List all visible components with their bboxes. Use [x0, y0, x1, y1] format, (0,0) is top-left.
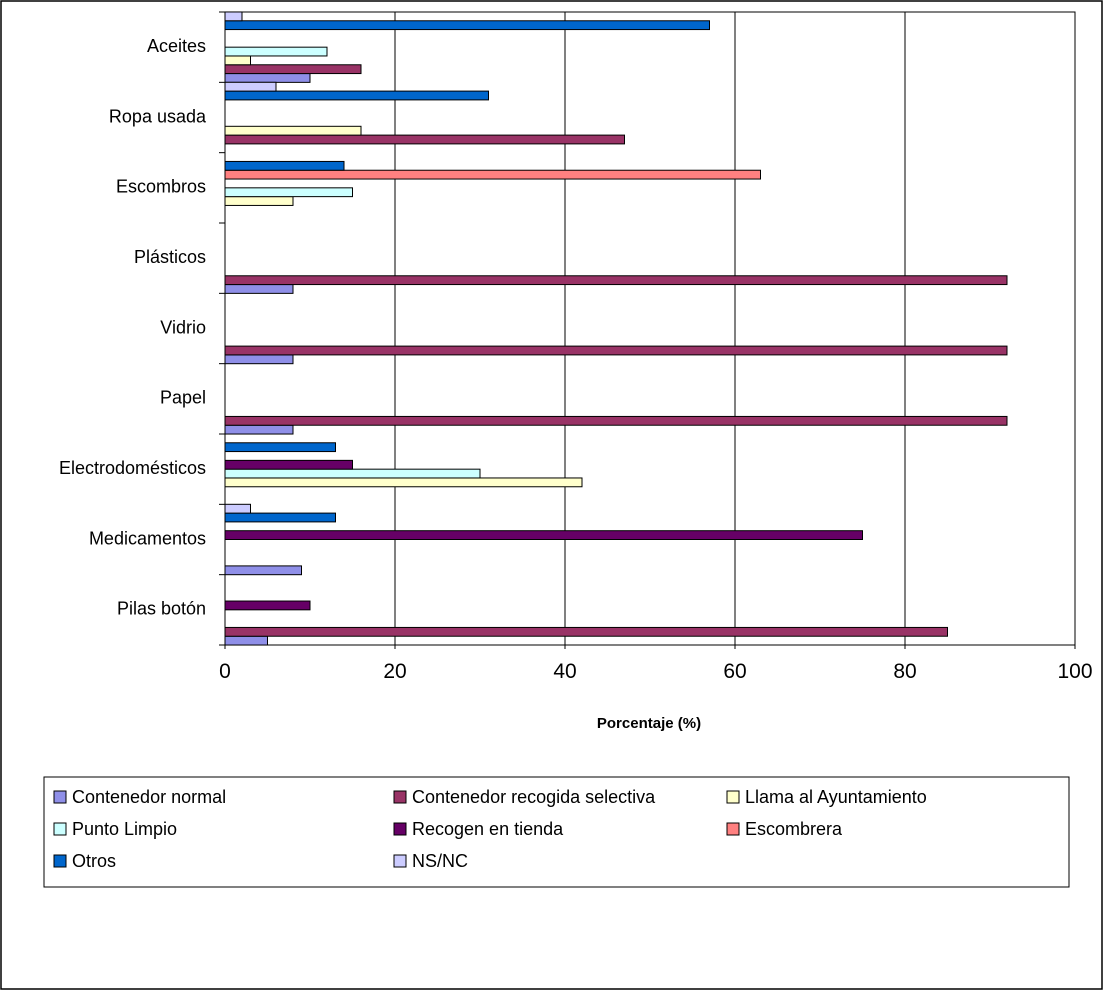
category-label: Aceites	[147, 36, 206, 56]
bar	[224, 468, 481, 479]
bar	[224, 415, 1008, 426]
x-tick-label: 0	[219, 660, 231, 683]
bar	[224, 11, 243, 22]
bar	[224, 160, 345, 171]
category-label: Papel	[160, 388, 206, 408]
legend-label: Otros	[72, 851, 116, 871]
category-label: Plásticos	[134, 247, 206, 267]
x-tick-label: 40	[553, 660, 576, 683]
bar	[224, 134, 625, 145]
y-axis: Aceites Ropa usada Escombros Plásticos Vidri…	[59, 11, 225, 646]
bar	[224, 565, 302, 576]
bar	[224, 275, 1008, 286]
legend: Contenedor normal Contenedor recogida sel…	[43, 776, 1070, 888]
bar	[224, 90, 489, 101]
x-tick-label: 100	[1057, 660, 1092, 683]
x-tick-label: 20	[383, 660, 406, 683]
bar	[224, 64, 362, 75]
legend-swatch	[53, 854, 67, 868]
plot-area	[224, 11, 1076, 646]
category-label: Electrodomésticos	[59, 458, 206, 478]
bar	[224, 169, 761, 180]
bar	[224, 354, 294, 365]
legend-label: Contenedor normal	[72, 787, 226, 807]
legend-swatch	[393, 790, 407, 804]
legend-swatch	[53, 790, 67, 804]
category-label: Escombros	[116, 177, 206, 197]
legend-label: Llama al Ayuntamiento	[745, 787, 927, 807]
bar	[224, 635, 268, 646]
legend-label: NS/NC	[412, 851, 468, 871]
legend-swatch	[53, 822, 67, 836]
category-label: Vidrio	[160, 317, 206, 337]
bar	[224, 125, 362, 136]
bar	[224, 626, 948, 637]
legend-label: Recogen en tienda	[412, 819, 564, 839]
x-axis-label: Porcentaje (%)	[597, 715, 701, 732]
legend-box	[43, 776, 1070, 888]
legend-swatch	[393, 854, 407, 868]
bar	[224, 81, 277, 92]
category-label: Medicamentos	[89, 528, 206, 548]
bar	[224, 20, 710, 31]
bar	[224, 530, 863, 541]
bar	[224, 424, 294, 435]
bar	[224, 503, 251, 514]
bar	[224, 512, 336, 523]
category-label: Ropa usada	[109, 106, 207, 126]
bar	[224, 600, 311, 611]
bar	[224, 196, 294, 206]
bar	[224, 187, 353, 198]
category-label: Pilas botón	[117, 599, 206, 619]
bar	[224, 459, 353, 470]
bar	[224, 477, 583, 488]
bar	[224, 46, 328, 57]
bar	[224, 284, 294, 294]
bar	[224, 345, 1008, 356]
bar	[224, 442, 336, 453]
bar	[224, 73, 311, 83]
x-axis-ticks: 0 20 40 60 80 100	[219, 645, 1093, 683]
x-tick-label: 60	[723, 660, 746, 683]
legend-swatch	[726, 822, 740, 836]
bar	[224, 55, 251, 66]
legend-label: Punto Limpio	[72, 819, 177, 839]
legend-label: Contenedor recogida selectiva	[412, 787, 656, 807]
legend-swatch	[393, 822, 407, 836]
x-tick-label: 80	[893, 660, 916, 683]
legend-swatch	[726, 790, 740, 804]
legend-label: Escombrera	[745, 819, 843, 839]
plot-frame	[224, 11, 1076, 646]
